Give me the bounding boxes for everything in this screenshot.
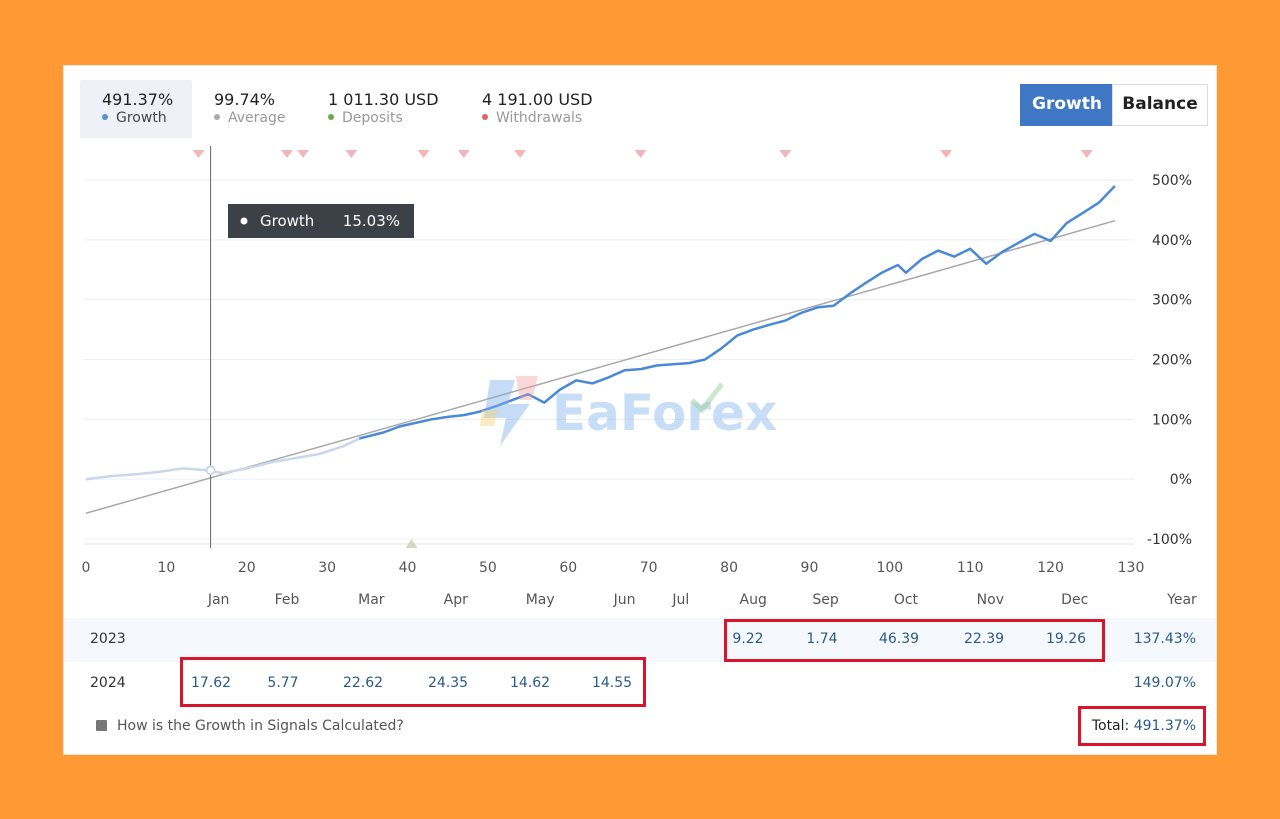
month-growth-cell: 9.22 [732, 631, 764, 647]
withdrawal-marker-icon [192, 150, 205, 158]
stat-average-value: 99.74% [214, 90, 276, 109]
growth-toggle-button[interactable]: Growth [1020, 84, 1114, 126]
withdrawal-marker-icon [457, 150, 470, 158]
x-tick-label: 90 [801, 560, 819, 576]
month-growth-cell: 14.55 [591, 675, 633, 691]
balance-toggle-button[interactable]: Balance [1112, 84, 1208, 126]
table-row: 2023 137.43% 9.22 1.74 46.39 22.39 19.26 [64, 618, 1216, 662]
grand-total: Total: 491.37% [1091, 718, 1196, 734]
stat-average[interactable]: 99.74% Average [198, 80, 298, 138]
x-tick-label: 130 [1118, 560, 1145, 576]
y-tick-label: 0% [1170, 472, 1192, 488]
year-label: 2024 [90, 675, 126, 691]
withdrawal-marker-icon [280, 150, 293, 158]
stat-growth-label: Growth [102, 110, 167, 126]
growth-help-link[interactable]: How is the Growth in Signals Calculated? [96, 718, 404, 734]
month-label: Jun [613, 592, 636, 608]
withdrawal-marker-icon [417, 150, 430, 158]
x-tick-label: 0 [82, 560, 91, 576]
cursor-point [205, 465, 216, 476]
month-growth-cell: 22.62 [342, 675, 384, 691]
y-tick-label: 300% [1152, 293, 1192, 309]
month-growth-cell: 1.74 [806, 631, 838, 647]
x-tick-label: 60 [559, 560, 577, 576]
growth-line [358, 185, 1116, 440]
x-tick-label: 100 [876, 560, 903, 576]
signal-growth-card: 491.37% Growth 99.74% Average 1 011.30 U… [64, 66, 1216, 754]
eaforex-watermark: EaForex [460, 370, 890, 454]
month-growth-cell: 17.62 [190, 675, 232, 691]
withdrawal-marker-icon [779, 150, 792, 158]
help-book-icon [96, 720, 107, 731]
month-label: Feb [275, 592, 300, 608]
month-label: May [526, 592, 555, 608]
x-tick-label: 30 [318, 560, 336, 576]
x-tick-label: 120 [1037, 560, 1064, 576]
deposits-dot-icon [328, 114, 334, 120]
tooltip-label: Growth [260, 212, 314, 230]
highlight-2024-box [180, 657, 646, 707]
month-label: Jul [671, 592, 689, 608]
stat-average-label: Average [214, 110, 286, 126]
stat-deposits-value: 1 011.30 USD [328, 90, 439, 109]
growth-chart[interactable]: 500% 400% 300% 200% 100% 0% -100% 0 10 20 30 40 50 60… [64, 66, 1216, 616]
x-tick-label: 10 [157, 560, 175, 576]
month-label: Oct [894, 592, 919, 608]
withdrawal-marker-icon [1080, 150, 1093, 158]
stat-growth[interactable]: 491.37% Growth [80, 80, 192, 138]
highlight-total-box [1078, 706, 1206, 746]
tooltip-dot-icon [240, 217, 248, 225]
month-growth-cell: 14.62 [509, 675, 551, 691]
month-growth-cell: 24.35 [427, 675, 469, 691]
month-label: Jan [207, 592, 230, 608]
stat-withdrawals[interactable]: 4 191.00 USD Withdrawals [468, 80, 608, 138]
x-tick-label: 80 [720, 560, 738, 576]
stat-withdrawals-label: Withdrawals [482, 110, 582, 126]
withdrawal-marker-icon [345, 150, 358, 158]
year-total: 137.43% [1133, 631, 1196, 647]
y-tick-label: -100% [1147, 532, 1192, 548]
tooltip-value: 15.03% [343, 212, 400, 230]
withdrawal-marker-icon [940, 150, 953, 158]
stat-deposits-label: Deposits [328, 110, 403, 126]
month-growth-cell: 5.77 [267, 675, 299, 691]
growth-line-faded [85, 437, 360, 481]
stat-growth-value: 491.37% [102, 90, 174, 109]
deposit-marker-icon [405, 539, 418, 548]
table-row: 2024 149.07% 17.62 5.77 22.62 24.35 14.62 14.… [64, 662, 1216, 706]
month-label: Nov [977, 592, 1004, 608]
x-tick-label: 20 [238, 560, 256, 576]
month-growth-cell: 46.39 [878, 631, 920, 647]
stat-withdrawals-value: 4 191.00 USD [482, 90, 593, 109]
growth-dot-icon [102, 114, 108, 120]
month-label: Dec [1061, 592, 1088, 608]
x-tick-label: 70 [640, 560, 658, 576]
average-dot-icon [214, 114, 220, 120]
x-tick-label: 40 [399, 560, 417, 576]
year-label: 2023 [90, 631, 126, 647]
withdrawal-marker-icon [297, 150, 310, 158]
month-growth-cell: 22.39 [963, 631, 1005, 647]
month-label: Sep [812, 592, 839, 608]
month-growth-cell: 19.26 [1045, 631, 1087, 647]
year-total: 149.07% [1133, 675, 1196, 691]
month-label: Apr [444, 592, 468, 608]
y-tick-label: 400% [1152, 233, 1192, 249]
withdrawals-dot-icon [482, 114, 488, 120]
x-tick-label: 110 [957, 560, 984, 576]
y-tick-label: 200% [1152, 353, 1192, 369]
withdrawal-marker-icon [514, 150, 527, 158]
grand-total-value: 491.37% [1133, 718, 1196, 734]
month-label: Aug [740, 592, 767, 608]
highlight-2023-box [724, 619, 1105, 662]
withdrawal-marker-icon [634, 150, 647, 158]
y-tick-label: 500% [1152, 173, 1192, 189]
year-axis-label: Year [1166, 592, 1197, 608]
month-label: Mar [358, 592, 385, 608]
stat-deposits[interactable]: 1 011.30 USD Deposits [314, 80, 454, 138]
tooltip-box [228, 204, 414, 238]
y-tick-label: 100% [1152, 412, 1192, 428]
watermark-text: EaForex [552, 384, 777, 442]
x-tick-label: 50 [479, 560, 497, 576]
